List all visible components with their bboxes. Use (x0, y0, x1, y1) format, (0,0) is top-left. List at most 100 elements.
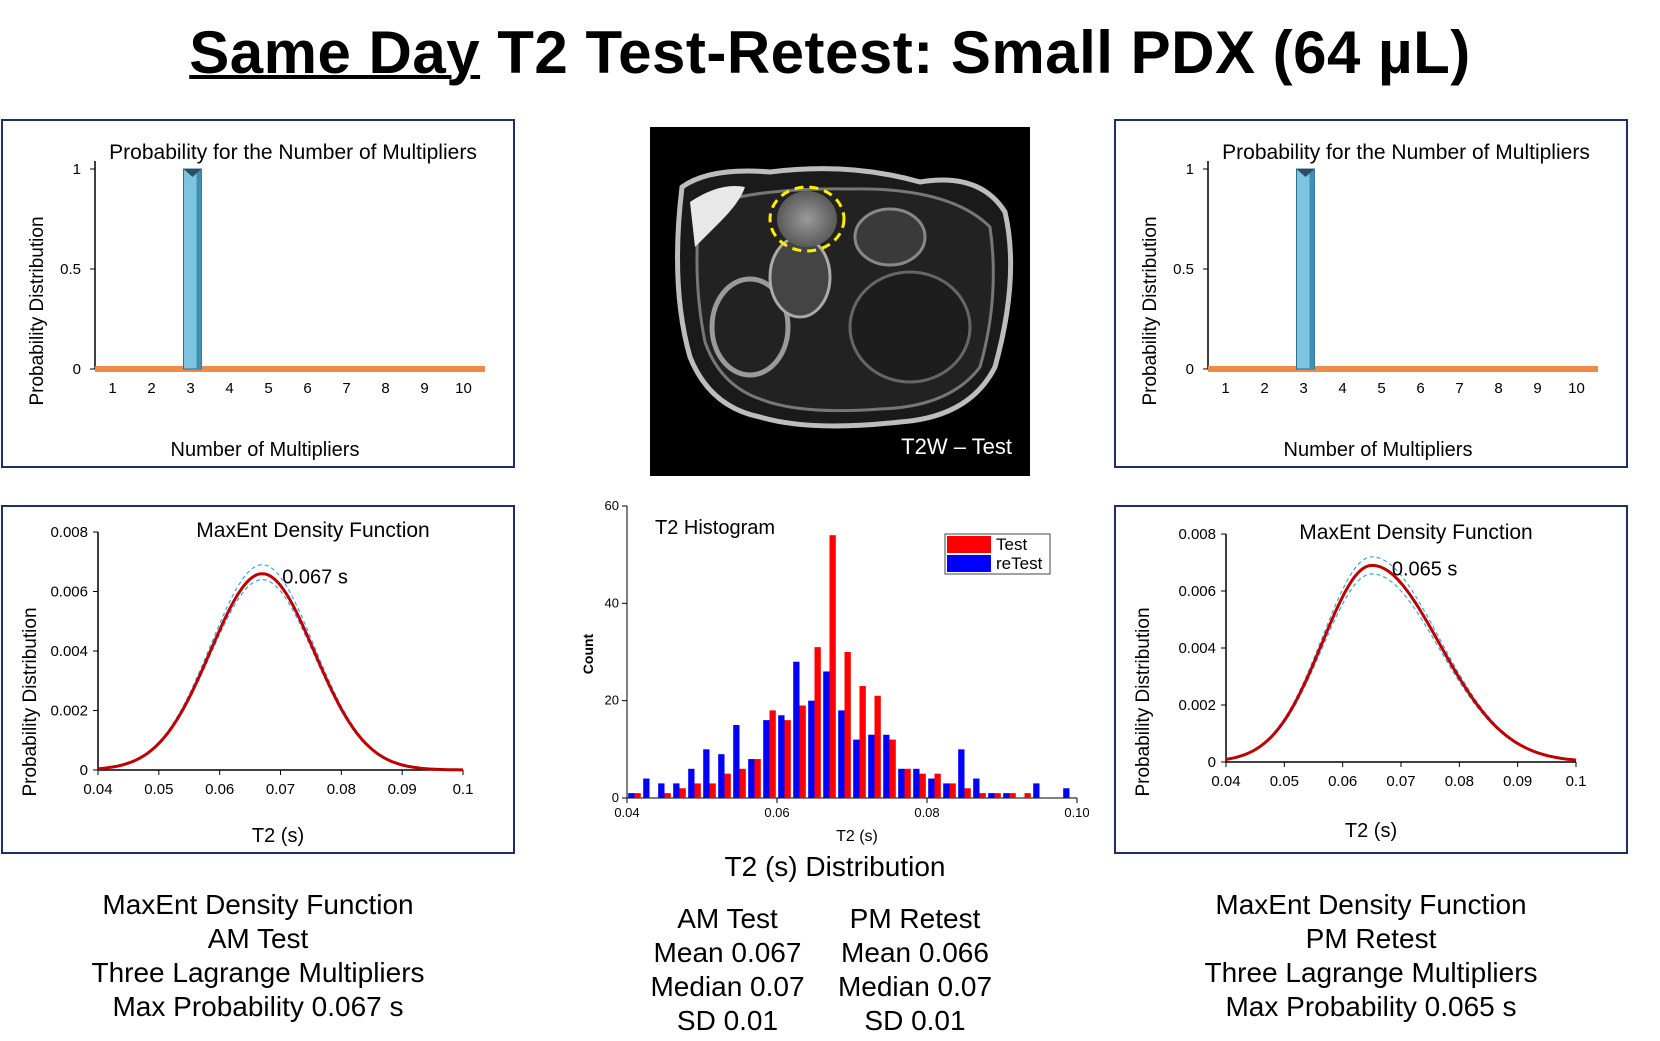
maxent-ylabel: Probability Distribution (20, 607, 41, 796)
prob-xtick-label: 8 (381, 380, 389, 397)
maxent-xtick-label: 0.08 (327, 781, 356, 798)
hist-bar-test (829, 535, 836, 798)
hist-bar-test (784, 720, 791, 798)
mri-organ-lower (848, 270, 972, 384)
maxent-xlabel: T2 (s) (252, 825, 304, 847)
prob-xtick-label: 2 (147, 380, 155, 397)
caption-line: AM Test (207, 923, 309, 954)
maxent-chart-right: MaxEnt Density Function Probability Dist… (1133, 521, 1586, 842)
hist-bar-test (874, 695, 881, 798)
hist-caption: T2 (s) Distribution (724, 851, 946, 882)
prob-xtick-label: 10 (455, 380, 472, 397)
maxent-xtick-label: 0.06 (1328, 773, 1357, 790)
legend-retest-label: reTest (996, 554, 1043, 573)
prob-bar-shade (196, 169, 202, 369)
hist-bar-retest (838, 710, 845, 798)
caption-line: Max Probability 0.065 s (1225, 991, 1517, 1022)
prob-panel-right: Probability for the Number of Multiplier… (1114, 119, 1628, 468)
hist-bar-retest (853, 739, 860, 798)
stats-pm-label: PM Retest (849, 903, 981, 934)
hist-ytick-label: 40 (605, 595, 619, 610)
hist-bar-test (1009, 793, 1016, 798)
prob-ylabel: Probability Distribution (1140, 216, 1161, 405)
tumor-roi-outline (768, 185, 846, 253)
hist-bar-retest (643, 778, 650, 798)
hist-bar-test (919, 773, 926, 798)
hist-bar-test (679, 788, 686, 798)
maxent-xtick-label: 0.06 (205, 781, 234, 798)
legend-test-label: Test (996, 535, 1027, 554)
prob-panel-left: Probability for the Number of Multiplier… (1, 119, 515, 468)
hist-bar-retest (763, 720, 770, 798)
hist-bar-test (844, 652, 851, 798)
maxent-ytick-label: 0.002 (50, 703, 88, 720)
hist-bar-retest (733, 725, 740, 798)
maxent-ytick-label: 0 (1208, 754, 1216, 771)
hist-xtick-label: 0.04 (614, 805, 639, 820)
hist-bar-retest (778, 715, 785, 798)
maxent-ytick-label: 0.008 (50, 524, 88, 541)
prob-bar-cap (183, 169, 202, 177)
hist-bar-retest (898, 768, 905, 798)
hist-bar-retest (688, 768, 695, 798)
maxent-xtick-label: 0.04 (83, 781, 112, 798)
maxent-xtick-label: 0.09 (1503, 773, 1532, 790)
hist-xtick-label: 0.08 (914, 805, 939, 820)
maxent-xtick-label: 0.09 (388, 781, 417, 798)
prob-baseline (1208, 366, 1598, 372)
prob-xtick-label: 4 (225, 380, 233, 397)
hist-bar-retest (718, 754, 725, 798)
prob-chart-left: Probability for the Number of Multiplier… (27, 141, 485, 461)
stats-am-mean: Mean 0.067 (653, 937, 802, 968)
hist-ytick-label: 20 (605, 693, 619, 708)
prob-xtick-label: 5 (1377, 380, 1385, 397)
hist-bar-test (664, 793, 671, 798)
hist-bar-retest (703, 749, 710, 798)
maxent-ytick-label: 0 (80, 762, 88, 779)
caption-line: MaxEnt Density Function (1215, 889, 1527, 920)
hist-bar-retest (958, 749, 965, 798)
prob-xtick-label: 8 (1494, 380, 1502, 397)
hist-bar-retest (658, 783, 665, 798)
prob-ytick-label: 1 (1186, 161, 1194, 178)
hist-bar-test (769, 710, 776, 798)
stats-pm: PM Retest Mean 0.066 Median 0.07 SD 0.01 (815, 902, 1015, 1038)
hist-bar-test (814, 647, 821, 798)
hist-bar-test (634, 793, 641, 798)
maxent-xtick-label: 0.1 (453, 781, 474, 798)
prob-bar-cap (1296, 169, 1315, 177)
maxent-ci-line (97, 578, 463, 771)
hist-bar-test (859, 686, 866, 798)
maxent-density-curve (97, 572, 463, 772)
maxent-xlabel: T2 (s) (1345, 820, 1397, 842)
stats-pm-sd: SD 0.01 (864, 1005, 966, 1036)
prob-xtick-label: 5 (264, 380, 272, 397)
hist-bar-retest (793, 661, 800, 798)
caption-line: Max Probability 0.067 s (112, 991, 404, 1022)
maxent-peak-label: 0.065 s (1392, 558, 1458, 580)
prob-chart-right: Probability for the Number of Multiplier… (1140, 141, 1598, 461)
mri-scan-drawing (675, 166, 1014, 429)
maxent-chart-left: MaxEnt Density Function Probability Dist… (20, 519, 474, 847)
prob-baseline (95, 366, 485, 372)
hist-bar-retest (928, 778, 935, 798)
hist-ytick-label: 0 (612, 790, 619, 805)
prob-xlabel: Number of Multipliers (1284, 439, 1473, 461)
hist-bar-retest (883, 734, 890, 798)
maxent-xtick-label: 0.05 (1270, 773, 1299, 790)
maxent-ytick-label: 0.004 (50, 643, 88, 660)
prob-ytick-label: 0 (73, 361, 81, 378)
maxent-xtick-label: 0.07 (1386, 773, 1415, 790)
page-title: Same Day T2 Test-Retest: Small PDX (64 µ… (0, 18, 1660, 87)
hist-bar-retest (628, 793, 635, 798)
hist-xtick-label: 0.10 (1064, 805, 1089, 820)
prob-bar-shade (1309, 169, 1315, 369)
maxent-xtick-label: 0.05 (144, 781, 173, 798)
hist-ylabel: Count (580, 633, 596, 674)
hist-ytick-label: 60 (605, 498, 619, 513)
maxent-peak-label: 0.067 s (282, 567, 348, 589)
stats-pm-mean: Mean 0.066 (841, 937, 989, 968)
histogram-panel: T2 Histogram Count T2 (s) Test reTest 0 2… (565, 496, 1105, 856)
title-underlined: Same Day (189, 19, 481, 86)
hist-bar-test (889, 739, 896, 798)
